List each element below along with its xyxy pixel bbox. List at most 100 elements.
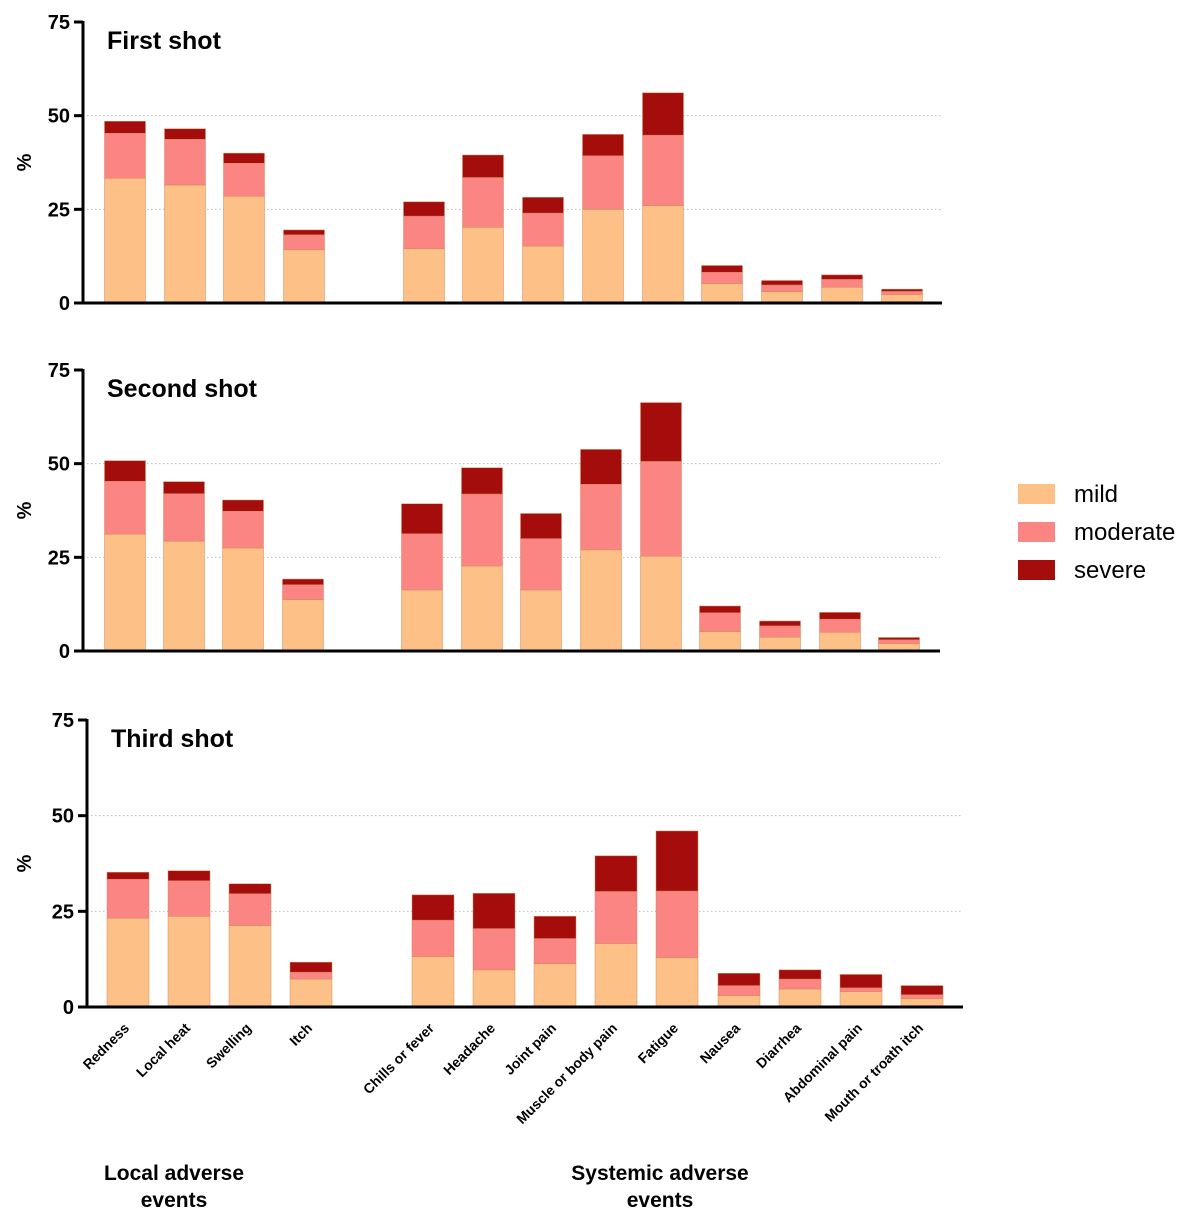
y-tick-label-75: 75 <box>52 710 74 732</box>
systemic-group-label-line1: Systemic adverse <box>571 1162 748 1185</box>
y-axis-label: % <box>14 854 36 872</box>
x-tick-label-headache: Headache <box>440 1020 498 1078</box>
bar-chills-or-fever-severe <box>401 503 443 534</box>
bar-redness-mild <box>104 177 146 304</box>
legend-label-severe: severe <box>1074 557 1146 584</box>
bar-chills-or-fever-mild <box>403 248 445 304</box>
bar-nausea-moderate <box>717 985 761 996</box>
bar-swelling-mild <box>222 547 264 652</box>
bar-redness-severe <box>106 872 150 880</box>
bar-fatigue-severe <box>640 402 682 462</box>
bar-chills-or-fever-severe <box>403 201 445 217</box>
bar-chills-or-fever-moderate <box>411 919 455 957</box>
bar-headache-moderate <box>462 177 504 228</box>
bar-local-heat-mild <box>164 184 206 304</box>
bar-mouth-or-troath-itch-moderate <box>878 639 920 644</box>
bar-headache-mild <box>462 227 504 304</box>
bar-mouth-or-troath-itch-moderate <box>881 291 923 296</box>
bar-abdominal-pain-mild <box>821 287 863 304</box>
category-group-labels: Local adverse events Systemic adverse ev… <box>104 1162 749 1212</box>
bar-abdominal-pain-moderate <box>819 618 861 633</box>
bar-redness-severe <box>104 121 146 134</box>
x-tick-label-nausea: Nausea <box>697 1020 744 1067</box>
legend-label-mild: mild <box>1074 481 1118 508</box>
bar-headache-severe <box>462 154 504 178</box>
bar-redness-severe <box>104 460 146 482</box>
bar-muscle-or-body-pain-moderate <box>580 484 622 551</box>
bar-chills-or-fever-moderate <box>401 533 443 591</box>
bar-abdominal-pain-mild <box>819 632 861 652</box>
bar-abdominal-pain-severe <box>839 974 883 989</box>
bar-fatigue-mild <box>640 555 682 652</box>
panel-title: Second shot <box>107 375 258 403</box>
bar-muscle-or-body-pain-mild <box>594 943 638 1008</box>
bar-local-heat-mild <box>163 540 205 652</box>
bar-nausea-mild <box>717 995 761 1008</box>
bar-chills-or-fever-severe <box>411 894 455 921</box>
y-tick-label-25: 25 <box>48 199 70 221</box>
y-tick-label-75: 75 <box>48 12 70 34</box>
x-tick-label-diarrhea: Diarrhea <box>753 1020 805 1072</box>
bar-nausea-severe <box>701 265 743 273</box>
y-tick-label-50: 50 <box>52 806 74 828</box>
bar-itch-severe <box>283 229 325 236</box>
bar-fatigue-severe <box>642 92 684 136</box>
bar-mouth-or-troath-itch-severe <box>881 288 923 292</box>
bar-chills-or-fever-mild <box>411 956 455 1008</box>
bar-muscle-or-body-pain-moderate <box>582 155 624 210</box>
bar-headache-mild <box>461 565 503 652</box>
local-group-label-line1: Local adverse <box>104 1162 244 1185</box>
x-tick-label-local-heat: Local heat <box>133 1020 194 1081</box>
bar-headache-severe <box>461 467 503 495</box>
bar-chills-or-fever-moderate <box>403 215 445 249</box>
bar-swelling-mild <box>228 925 272 1008</box>
bar-itch-severe <box>282 578 324 585</box>
local-group-label-line2: events <box>141 1189 208 1212</box>
bar-fatigue-mild <box>642 205 684 304</box>
y-tick-label-75: 75 <box>48 360 70 382</box>
x-tick-label-swelling: Swelling <box>203 1020 254 1071</box>
chart-panel-1: 0 25 50 75% First shot <box>14 12 942 315</box>
bar-diarrhea-severe <box>761 280 803 286</box>
x-tick-label-redness: Redness <box>80 1020 133 1073</box>
bar-muscle-or-body-pain-mild <box>582 209 624 304</box>
bar-local-heat-mild <box>167 916 211 1008</box>
bar-local-heat-moderate <box>163 493 205 542</box>
bar-redness-moderate <box>106 878 150 919</box>
bar-nausea-severe <box>717 973 761 986</box>
bar-swelling-severe <box>222 499 264 512</box>
chart-panels: 0 25 50 75% First shot 0 25 50 75% Second shot 0 25… <box>14 12 963 1019</box>
bar-itch-severe <box>289 961 333 973</box>
bar-diarrhea-mild <box>761 291 803 304</box>
y-tick-label-0: 0 <box>59 641 70 663</box>
bar-fatigue-moderate <box>655 890 699 958</box>
bar-nausea-severe <box>699 605 741 614</box>
bar-joint-pain-severe <box>520 513 562 539</box>
bar-swelling-severe <box>228 883 272 894</box>
bar-diarrhea-severe <box>778 969 822 980</box>
bar-abdominal-pain-severe <box>821 274 863 280</box>
y-tick-label-50: 50 <box>48 106 70 128</box>
bar-nausea-moderate <box>701 272 743 284</box>
bar-swelling-moderate <box>223 162 265 197</box>
bar-joint-pain-mild <box>522 245 564 304</box>
bar-muscle-or-body-pain-severe <box>580 449 622 485</box>
bar-redness-mild <box>104 533 146 652</box>
legend-swatch-severe <box>1018 560 1055 580</box>
bar-fatigue-mild <box>655 957 699 1008</box>
bar-abdominal-pain-severe <box>819 612 861 620</box>
x-tick-label-muscle-or-body-pain: Muscle or body pain <box>513 1020 620 1127</box>
bar-local-heat-severe <box>167 870 211 881</box>
bar-joint-pain-severe <box>533 916 577 939</box>
bar-joint-pain-mild <box>533 963 577 1008</box>
bar-mouth-or-troath-itch-moderate <box>900 994 944 999</box>
y-tick-label-25: 25 <box>48 547 70 569</box>
bar-itch-moderate <box>289 971 333 980</box>
bar-joint-pain-moderate <box>520 538 562 591</box>
bar-abdominal-pain-moderate <box>839 987 883 992</box>
bar-swelling-severe <box>223 152 265 164</box>
bar-redness-moderate <box>104 133 146 179</box>
bar-itch-moderate <box>282 584 324 600</box>
y-tick-label-0: 0 <box>63 997 74 1019</box>
